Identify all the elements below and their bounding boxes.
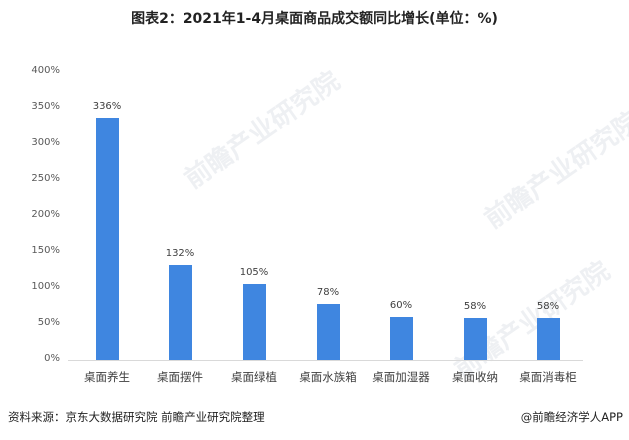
y-tick: 100% bbox=[31, 281, 60, 292]
x-tick-label: 桌面绿植 bbox=[231, 370, 277, 384]
y-tick: 400% bbox=[31, 65, 60, 76]
y-tick: 300% bbox=[31, 137, 60, 148]
watermark: 前瞻产业研究院 bbox=[479, 106, 629, 236]
bar bbox=[168, 264, 192, 360]
x-tick-label: 桌面水族箱 bbox=[299, 370, 357, 384]
source-note: 资料来源：京东大数据研究院 前瞻产业研究院整理 bbox=[8, 410, 265, 424]
bar bbox=[536, 318, 560, 360]
bar bbox=[242, 284, 266, 360]
data-label: 58% bbox=[536, 301, 560, 313]
y-tick: 200% bbox=[31, 209, 60, 220]
bar bbox=[95, 118, 119, 360]
data-label: 58% bbox=[463, 301, 487, 313]
data-label: 78% bbox=[316, 286, 340, 298]
y-tick: 0% bbox=[44, 353, 60, 364]
bar bbox=[389, 316, 413, 360]
x-tick-label: 桌面摆件 bbox=[157, 370, 203, 384]
data-label: 336% bbox=[92, 101, 122, 113]
y-tick: 150% bbox=[31, 245, 60, 256]
x-tick-label: 桌面养生 bbox=[84, 370, 130, 384]
x-tick-label: 桌面加湿器 bbox=[372, 370, 430, 384]
y-tick: 50% bbox=[37, 317, 60, 328]
watermark: 前瞻产业研究院 bbox=[179, 66, 346, 196]
data-label: 60% bbox=[389, 299, 413, 311]
data-label: 132% bbox=[165, 247, 195, 259]
y-tick: 250% bbox=[31, 173, 60, 184]
data-label: 105% bbox=[239, 267, 269, 279]
bar bbox=[463, 318, 487, 360]
bar bbox=[316, 303, 340, 360]
x-axis-line bbox=[68, 360, 583, 361]
y-tick: 350% bbox=[31, 101, 60, 112]
x-tick-label: 桌面消毒柜 bbox=[519, 370, 577, 384]
chart-title: 图表2：2021年1-4月桌面商品成交额同比增长(单位：%) bbox=[131, 11, 498, 27]
credit-note: @前瞻经济学人APP bbox=[520, 410, 623, 424]
x-tick-label: 桌面收纳 bbox=[452, 370, 498, 384]
